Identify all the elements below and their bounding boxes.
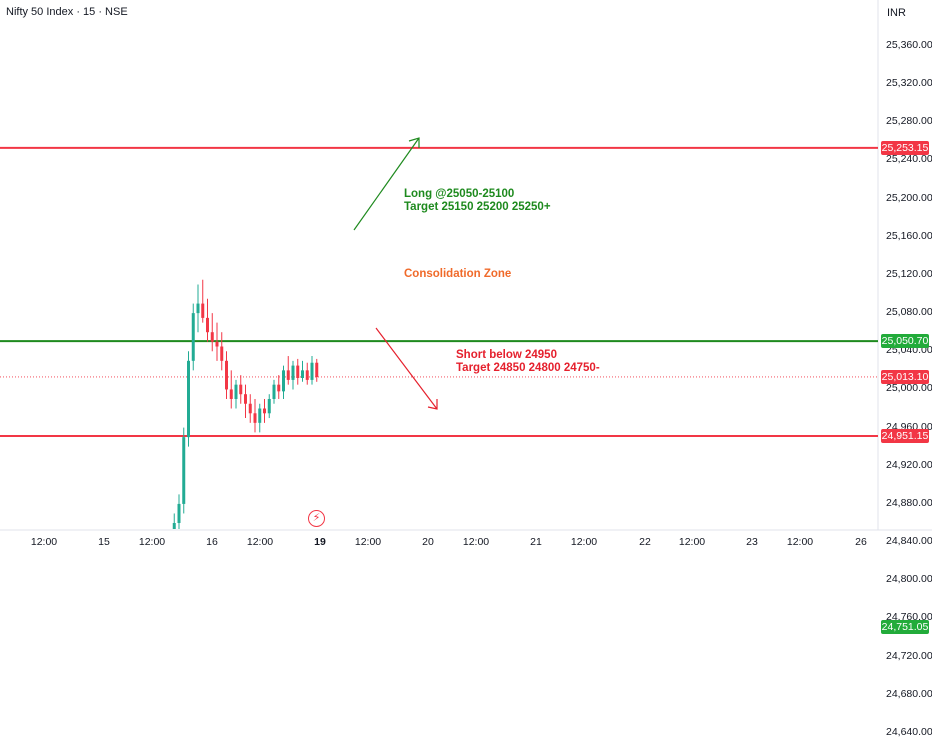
short-arrow[interactable] — [375, 327, 438, 410]
price-tick-label: 25,240.00 — [886, 153, 932, 166]
price-tick-label: 24,640.00 — [886, 725, 932, 738]
candle — [229, 370, 233, 409]
candle — [225, 351, 228, 399]
candle — [215, 322, 219, 361]
candle — [177, 494, 181, 529]
symbol-title[interactable]: Nifty 50 Index · 15 · NSE — [6, 6, 128, 18]
candle — [220, 332, 224, 371]
level-price-tag: 24,951.15 — [881, 429, 929, 444]
time-tick-label: 12:00 — [138, 536, 166, 548]
short-target-text: Target 24850 24800 24750- — [456, 362, 600, 374]
short-annotation[interactable]: Short below 24950 Target 24850 24800 247… — [456, 349, 600, 375]
consolidation-zone-label[interactable]: Consolidation Zone — [404, 268, 512, 280]
time-tick-label: 12:00 — [354, 536, 382, 548]
candle — [282, 365, 285, 399]
candles — [172, 279, 319, 529]
long-arrow[interactable] — [353, 137, 420, 231]
price-tick-label: 25,160.00 — [886, 229, 932, 242]
price-tick-label: 25,200.00 — [886, 191, 932, 204]
level-price-tag: 24,751.05 — [881, 619, 929, 634]
horizontal-levels[interactable] — [0, 146, 878, 550]
candle — [286, 356, 290, 385]
time-tick-label: 15 — [98, 536, 110, 548]
long-target-text: Target 25150 25200 25250+ — [404, 201, 551, 213]
candle — [196, 284, 200, 333]
candle — [315, 358, 319, 382]
time-tick-label: 19 — [314, 536, 326, 548]
time-tick-label: 21 — [530, 536, 542, 548]
candle — [277, 375, 281, 399]
candle — [201, 279, 205, 323]
candle — [234, 379, 238, 409]
long-entry-text: Long @25050-25100 — [404, 188, 515, 200]
candle — [305, 362, 309, 385]
price-tick-label: 24,720.00 — [886, 649, 932, 662]
candle — [310, 356, 314, 385]
price-tick-label: 25,120.00 — [886, 267, 932, 280]
candle — [248, 394, 252, 423]
currency-label[interactable]: INR — [887, 7, 906, 19]
short-entry-text: Short below 24950 — [456, 349, 557, 361]
candle — [172, 513, 176, 529]
price-tick-label: 25,280.00 — [886, 115, 932, 128]
candle — [191, 303, 195, 371]
price-tick-label: 25,080.00 — [886, 306, 932, 319]
time-tick-label: 26 — [855, 536, 867, 548]
last-price-tag: 25,013.10 — [881, 369, 929, 384]
candle — [272, 379, 276, 404]
candle — [210, 313, 214, 352]
price-tick-label: 24,840.00 — [886, 535, 932, 548]
price-tick-label: 25,000.00 — [886, 382, 932, 395]
time-tick-label: 20 — [422, 536, 434, 548]
price-tick-label: 24,800.00 — [886, 573, 932, 586]
candle — [244, 384, 247, 419]
level-price-tag: 25,253.15 — [881, 140, 929, 155]
price-tick-label: 24,880.00 — [886, 496, 932, 509]
time-tick-label: 12:00 — [678, 536, 706, 548]
time-tick-label: 12:00 — [570, 536, 598, 548]
long-annotation[interactable]: Long @25050-25100 Target 25150 25200 252… — [404, 188, 551, 214]
price-tick-label: 25,360.00 — [886, 39, 932, 51]
price-tick-label: 24,680.00 — [886, 687, 932, 700]
time-tick-label: 16 — [206, 536, 218, 548]
candle — [206, 298, 209, 342]
time-tick-label: 12:00 — [462, 536, 490, 548]
price-tick-label: 24,920.00 — [886, 458, 932, 471]
candle — [239, 375, 243, 404]
time-tick-label: 12:00 — [246, 536, 274, 548]
candle — [182, 427, 186, 514]
price-chart[interactable] — [0, 0, 932, 550]
price-tick-label: 25,320.00 — [886, 77, 932, 90]
candle — [301, 360, 304, 382]
candle — [258, 403, 262, 433]
candle — [296, 358, 300, 385]
candle — [263, 398, 266, 423]
time-tick-label: 12:00 — [30, 536, 58, 548]
time-tick-label: 22 — [639, 536, 651, 548]
time-tick-label: 23 — [746, 536, 758, 548]
candle — [291, 360, 295, 390]
candle — [253, 398, 257, 433]
candle — [187, 351, 190, 447]
time-tick-label: 12:00 — [786, 536, 814, 548]
level-price-tag: 25,050.70 — [881, 334, 929, 349]
candle — [267, 394, 271, 419]
lightning-icon[interactable]: ⚡ — [308, 510, 325, 527]
